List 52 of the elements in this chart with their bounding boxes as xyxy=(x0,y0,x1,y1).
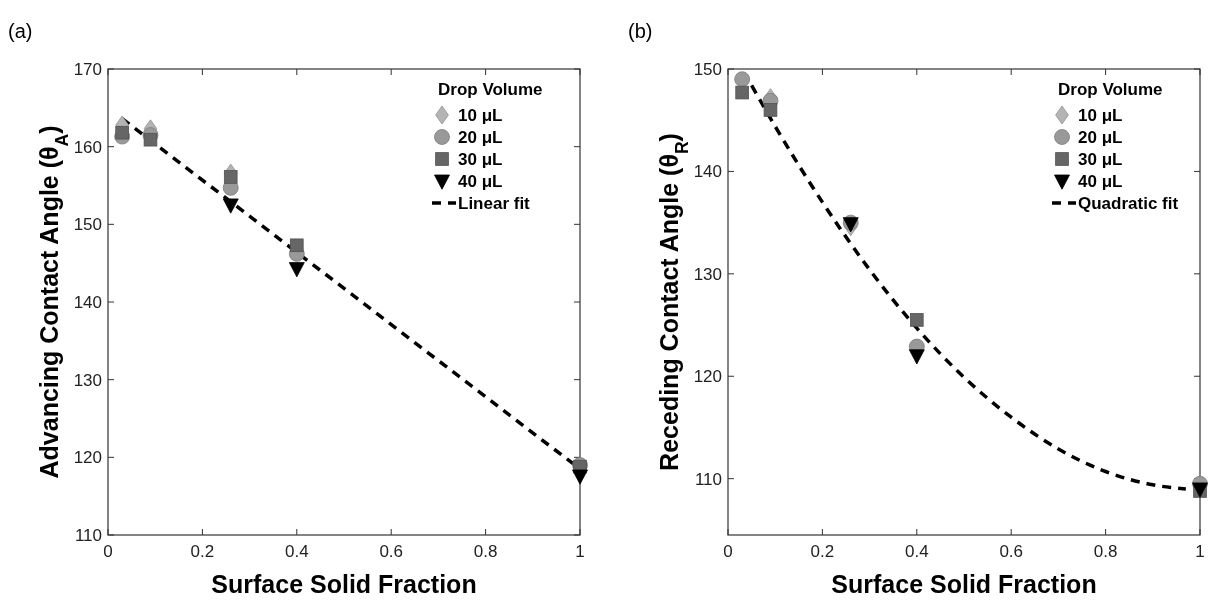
point xyxy=(222,198,239,214)
x-tick-label: 0.6 xyxy=(999,542,1024,561)
legend-label: 40 μL xyxy=(458,172,503,191)
legend-label: 30 μL xyxy=(458,150,503,169)
legend-label: 30 μL xyxy=(1078,150,1123,169)
legend-label: 20 μL xyxy=(1078,128,1123,147)
point xyxy=(734,71,751,88)
y-tick-label: 150 xyxy=(73,215,102,235)
y-tick-label: 170 xyxy=(73,60,102,79)
y-tick-label: 140 xyxy=(693,162,722,182)
legend-title: Drop Volume xyxy=(438,80,543,99)
x-tick-label: 0.4 xyxy=(904,542,929,561)
text: (a) xyxy=(8,20,33,42)
point xyxy=(288,262,305,278)
x-tick-label: 0 xyxy=(103,542,113,561)
text: (b) xyxy=(628,20,653,42)
x-tick-label: 0 xyxy=(723,542,733,561)
y-tick-label: 140 xyxy=(73,293,102,312)
legend-label: 40 μL xyxy=(1078,172,1123,191)
legend-label: 20 μL xyxy=(458,128,503,147)
x-tick-label: 0.4 xyxy=(284,542,309,561)
legend-label: Linear fit xyxy=(458,194,531,213)
x-tick-label: 1 xyxy=(575,542,585,561)
point xyxy=(572,469,588,485)
legend-label: 10 μL xyxy=(458,106,503,125)
y-tick-label: 150 xyxy=(693,60,722,79)
y-tick-label: 120 xyxy=(693,367,722,387)
point xyxy=(143,132,158,147)
x-tick-label: 0.8 xyxy=(473,542,498,561)
x-tick-label: 0.2 xyxy=(810,542,835,561)
y-tick-label: 110 xyxy=(694,469,722,489)
y-tick-label: 160 xyxy=(73,137,102,157)
x-tick-label: 0.8 xyxy=(1093,542,1118,561)
x-tick-label: 0.6 xyxy=(379,542,404,561)
x-tick-label: 1 xyxy=(1195,542,1205,561)
point xyxy=(735,85,749,100)
x-tick-label: 0.2 xyxy=(190,542,215,561)
point xyxy=(908,349,925,365)
legend-title: Drop Volume xyxy=(1058,80,1163,99)
legend-label: 10 μL xyxy=(1078,106,1123,125)
y-tick-label: 110 xyxy=(74,526,102,545)
y-tick-label: 130 xyxy=(73,370,102,390)
point xyxy=(910,313,924,327)
legend-label: Quadratic fit xyxy=(1078,194,1179,213)
point xyxy=(763,103,778,117)
x-axis-title: Surface Solid Fraction xyxy=(211,570,477,598)
y-tick-label: 120 xyxy=(73,448,102,468)
y-tick-label: 130 xyxy=(693,264,722,284)
point xyxy=(290,238,304,253)
x-axis-title: Surface Solid Fraction xyxy=(831,570,1097,598)
point xyxy=(115,125,129,140)
point xyxy=(223,170,238,184)
